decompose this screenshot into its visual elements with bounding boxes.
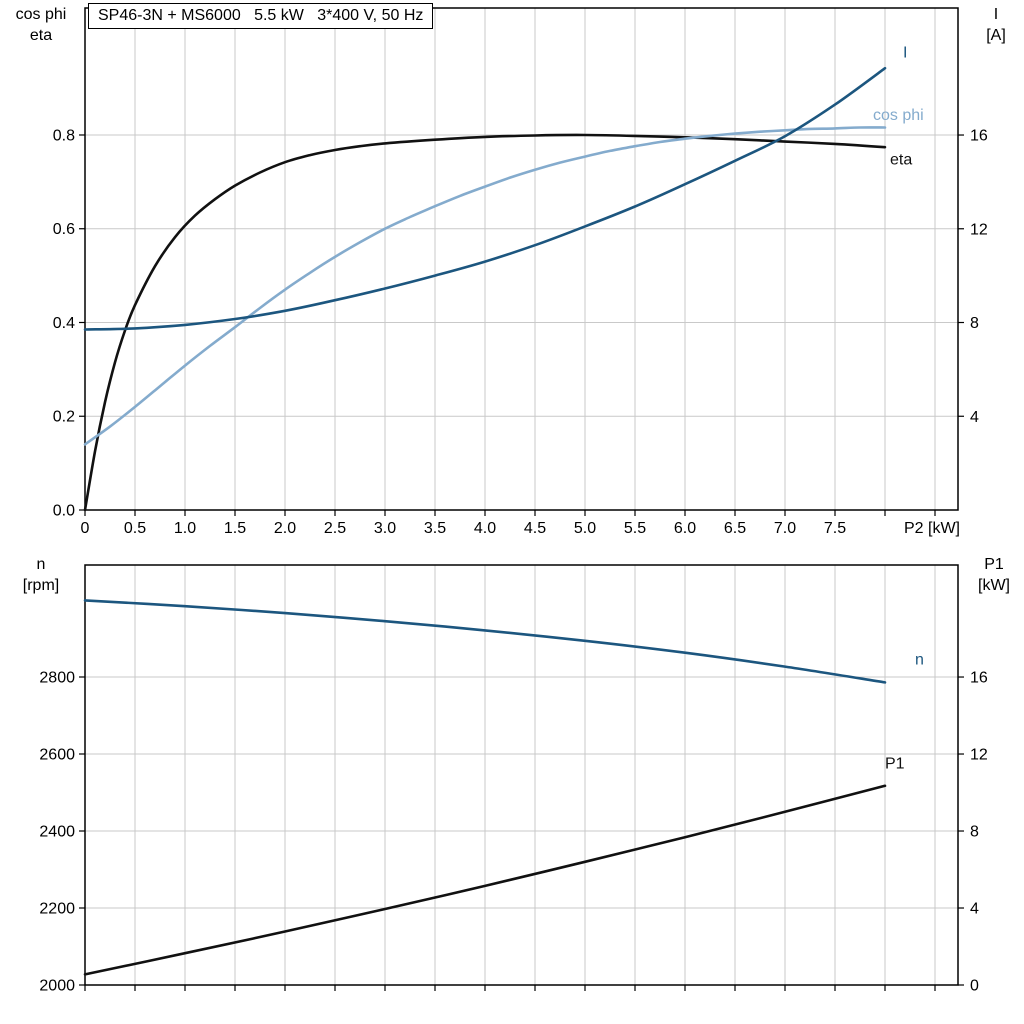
left-axis-tick-label: 0.8	[53, 127, 75, 144]
x-axis-tick-label: 0.5	[124, 520, 146, 537]
series-n-label: n	[915, 652, 924, 669]
series-p1-label: P1	[885, 755, 905, 772]
x-axis-tick-label: 2.0	[274, 520, 296, 537]
top-chart-left-axis-title: cos phi eta	[15, 6, 67, 44]
x-axis-tick-label: 6.5	[724, 520, 746, 537]
chart-title: SP46-3N + MS6000 5.5 kW 3*400 V, 50 Hz	[88, 3, 434, 29]
left-axis-tick-label: 0.6	[53, 221, 75, 238]
left-axis-tick-label: 2800	[39, 669, 75, 686]
x-axis-tick-label: 5.0	[574, 520, 596, 537]
x-axis-tick-label: 2.5	[324, 520, 346, 537]
series-cos-phi-curve	[83, 126, 887, 446]
left-axis-tick-label: 0.4	[53, 315, 75, 332]
left-axis-tick-label: 0.2	[53, 409, 75, 426]
left-axis-tick-label: 0.0	[53, 503, 75, 520]
left-axis-tick-label: 2400	[39, 823, 75, 840]
x-axis-tick-label: 5.5	[624, 520, 646, 537]
x-axis-tick-label: 0	[81, 520, 90, 537]
series-cos-phi-label: cos phi	[873, 107, 924, 124]
plot-frame	[84, 7, 959, 511]
left-axis-tick-label: 2200	[39, 900, 75, 917]
right-axis-tick-label: 4	[970, 901, 979, 918]
x-axis-tick-label: 7.5	[824, 520, 846, 537]
series-eta-label: eta	[890, 152, 912, 169]
plot-frame	[84, 564, 959, 986]
right-axis-tick-label: 12	[970, 747, 988, 764]
x-axis-tick-label: 3.0	[374, 520, 396, 537]
right-axis-tick-label: 8	[970, 824, 979, 841]
x-axis-tick-label: 3.5	[424, 520, 446, 537]
series-eta-curve	[83, 133, 887, 512]
series-n-curve	[83, 599, 887, 684]
series-p1-curve	[83, 784, 887, 976]
x-axis-tick-label: 1.0	[174, 520, 196, 537]
right-axis-tick-label: 8	[970, 315, 979, 332]
right-axis-tick-label: 0	[970, 978, 979, 995]
right-axis-tick-label: 16	[970, 670, 988, 687]
right-axis-tick-label: 4	[970, 409, 979, 426]
right-axis-tick-label: 12	[970, 221, 988, 238]
x-axis-tick-label: 6.0	[674, 520, 696, 537]
bottom-chart-left-axis-title: n [rpm]	[22, 556, 60, 594]
series-i-curve	[83, 66, 887, 331]
series-i-label: I	[903, 45, 907, 62]
x-axis-title: P2 [kW]	[904, 520, 960, 537]
x-axis-tick-label: 4.5	[524, 520, 546, 537]
bottom-chart-right-axis-title: P1 [kW]	[978, 556, 1010, 594]
right-axis-tick-label: 16	[970, 128, 988, 145]
left-axis-tick-label: 2000	[39, 978, 75, 995]
x-axis-tick-label: 7.0	[774, 520, 796, 537]
x-axis-tick-label: 1.5	[224, 520, 246, 537]
left-axis-tick-label: 2600	[39, 746, 75, 763]
x-axis-tick-label: 4.0	[474, 520, 496, 537]
top-chart-right-axis-title: I [A]	[986, 6, 1006, 44]
